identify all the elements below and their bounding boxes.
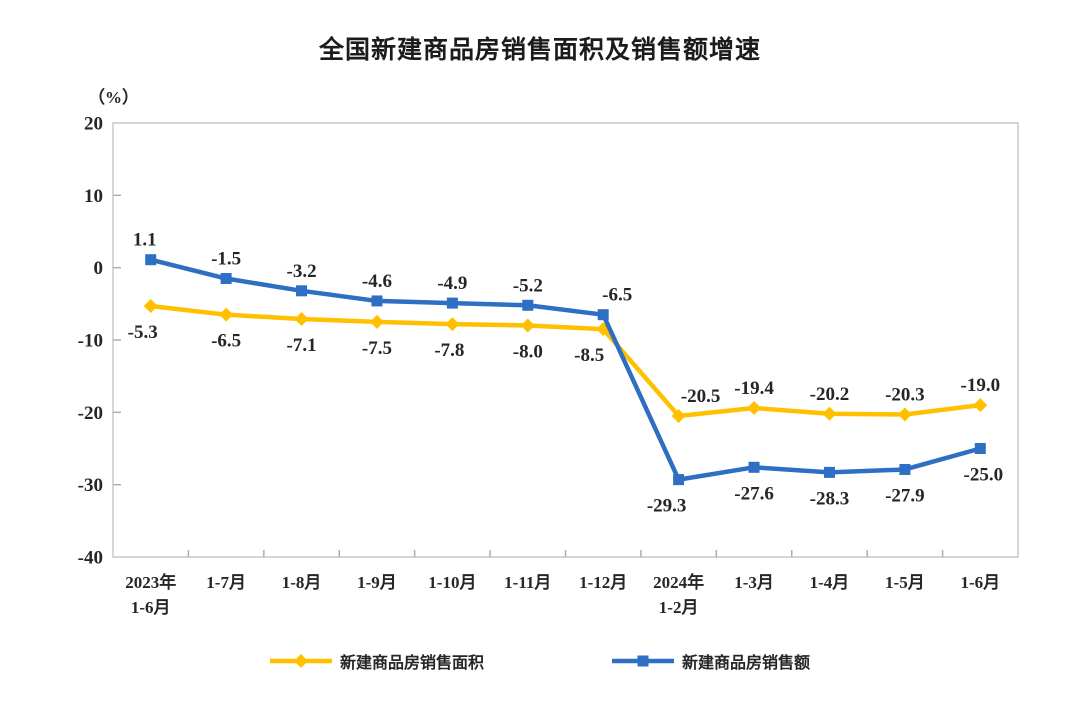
data-label: -27.9 <box>885 485 925 506</box>
legend-label-sales-amount: 新建商品房销售额 <box>682 655 811 672</box>
legend-swatch-sales-amount-icon <box>612 655 674 667</box>
series-marker-0 <box>369 314 384 329</box>
series-marker-1 <box>974 443 986 454</box>
data-label: -5.3 <box>128 322 158 343</box>
data-label: -7.8 <box>434 340 464 361</box>
legend-marker <box>637 655 649 667</box>
data-label: -6.5 <box>602 285 632 306</box>
x-axis-category-label: 2023年 1-6月 <box>125 572 176 617</box>
data-label: -29.3 <box>647 496 687 517</box>
series-marker-0 <box>973 398 988 413</box>
chart-legend: 新建商品房销售面积 新建商品房销售额 <box>0 649 1080 673</box>
data-label: -25.0 <box>964 465 1004 486</box>
series-marker-1 <box>522 299 534 311</box>
series-marker-1 <box>371 295 383 307</box>
y-axis-tick-label: -30 <box>78 475 103 496</box>
data-label: -1.5 <box>211 249 241 270</box>
legend-item-sales-amount: 新建商品房销售额 <box>612 649 810 673</box>
x-axis-category-label: 1-10月 <box>428 573 476 592</box>
y-axis-unit-label: （%） <box>88 88 139 107</box>
series-marker-0 <box>219 307 234 322</box>
series-line-1 <box>150 257 981 482</box>
series-marker-1 <box>220 273 232 285</box>
data-label: -7.1 <box>287 335 317 356</box>
x-axis-category-label: 1-4月 <box>810 573 850 592</box>
chart-title: 全国新建商品房销售面积及销售额增速 <box>318 36 761 64</box>
data-label: -8.0 <box>513 342 543 363</box>
x-axis-category-label: 1-3月 <box>734 573 774 592</box>
series-marker-1 <box>446 297 458 309</box>
x-axis-category-label: 1-12月 <box>579 573 627 592</box>
data-label: -5.2 <box>513 275 543 296</box>
data-label: -3.2 <box>287 261 317 282</box>
plot-border <box>112 122 1019 558</box>
data-label: -4.9 <box>437 273 467 294</box>
line-chart-plot: 20 10 0 -10 -20 -30 -40 2023年 1-6月 1-7月 1-8月 1-9月 1-… <box>78 114 1019 617</box>
data-label: -27.6 <box>734 483 774 504</box>
y-axis-tick-label: 0 <box>94 258 104 279</box>
data-label: -20.5 <box>681 386 721 407</box>
series-marker-0 <box>822 406 837 421</box>
series-line-0 <box>150 303 981 419</box>
legend-item-sales-area: 新建商品房销售面积 <box>269 649 484 673</box>
series-marker-1 <box>597 309 609 321</box>
data-label: -28.3 <box>810 488 850 509</box>
x-axis-category-label: 1-6月 <box>960 573 1000 592</box>
legend-label-sales-area: 新建商品房销售面积 <box>339 655 484 672</box>
series-marker-0 <box>520 318 535 333</box>
y-axis-tick-label: 10 <box>84 186 103 207</box>
series-marker-1 <box>673 474 685 486</box>
data-label: -20.3 <box>885 385 925 406</box>
x-axis-category-label: 1-5月 <box>885 573 925 592</box>
series-marker-0 <box>747 400 762 415</box>
series-marker-1 <box>748 461 760 473</box>
data-label: -19.0 <box>961 375 1001 396</box>
series-marker-0 <box>897 407 912 422</box>
series-marker-0 <box>445 317 460 332</box>
data-label: -4.6 <box>362 271 392 292</box>
data-label: -8.5 <box>574 345 604 366</box>
x-axis-category-label: 1-9月 <box>357 573 397 592</box>
series-marker-1 <box>823 466 835 478</box>
data-label: -7.5 <box>362 338 392 359</box>
series-marker-0 <box>143 299 158 314</box>
y-axis-tick-label: -20 <box>78 403 103 424</box>
legend-swatch-sales-area-icon <box>269 654 332 668</box>
x-axis-category-label: 1-7月 <box>206 573 246 592</box>
legend-marker <box>293 654 308 668</box>
series-marker-1 <box>296 285 308 297</box>
series-marker-0 <box>294 312 309 327</box>
data-label: 1.1 <box>133 230 157 251</box>
series-marker-0 <box>671 408 686 423</box>
x-axis-category-label: 2024年 1-2月 <box>653 572 704 617</box>
x-axis-category-label: 1-11月 <box>504 573 551 592</box>
data-label: -20.2 <box>810 384 850 405</box>
y-axis-tick-label: -40 <box>78 548 103 569</box>
series-marker-1 <box>899 463 911 475</box>
data-label: -6.5 <box>211 331 241 352</box>
data-label: -19.4 <box>734 378 774 399</box>
x-axis-category-label: 1-8月 <box>282 573 322 592</box>
y-axis-tick-label: 20 <box>84 114 103 135</box>
y-axis-tick-label: -10 <box>78 331 103 352</box>
series-marker-1 <box>145 254 157 266</box>
